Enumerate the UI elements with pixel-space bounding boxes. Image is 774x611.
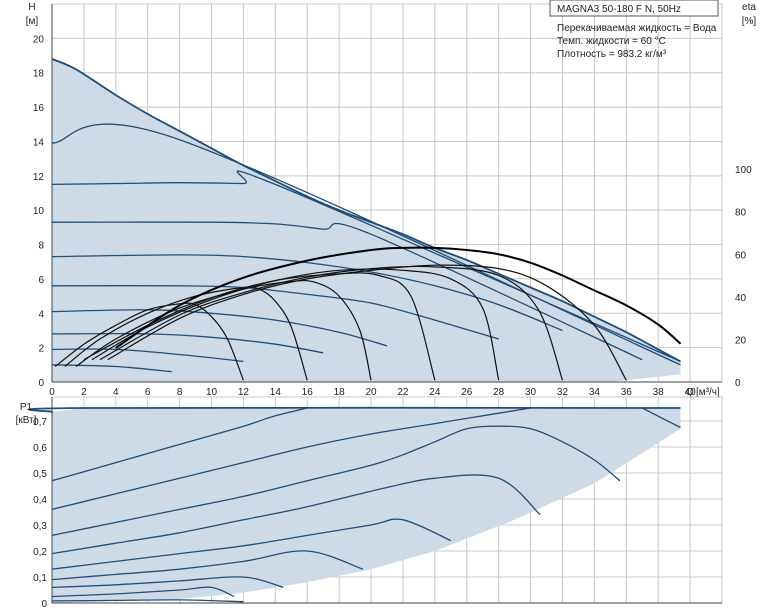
head-curve [51, 221, 643, 361]
x-tick-label: 6 [145, 387, 151, 398]
power-curve [51, 599, 244, 603]
x-tick-label: 28 [493, 387, 505, 398]
head-y-tick-label: 6 [38, 275, 44, 286]
efficiency-curve [115, 246, 682, 349]
power-y-tick-label: 0,7 [33, 417, 47, 428]
power-y-tick-label: 0,6 [33, 443, 47, 454]
eta-tick-label: 80 [735, 208, 747, 219]
flow-axis-label: Q [686, 387, 694, 398]
power-envelope-fill [52, 408, 681, 603]
max-head-curve [51, 58, 681, 363]
x-tick-label: 24 [429, 387, 441, 398]
head-curve [51, 123, 681, 366]
head-curve [51, 309, 388, 347]
power-envelope [52, 408, 681, 603]
head-y-tick-label: 20 [33, 34, 45, 45]
x-tick-label: 40 [685, 387, 697, 398]
power-y-tick-label: 0,3 [33, 521, 47, 532]
x-tick-label: 20 [365, 387, 377, 398]
head-curves [51, 123, 681, 373]
head-envelope [51, 58, 681, 382]
info-density: Плотность = 983.2 кг/м³ [557, 49, 667, 60]
head-y-tick-label: 10 [33, 206, 45, 217]
head-y-tick-label: 14 [33, 137, 45, 148]
flow-axis-unit: [м³/ч] [696, 387, 720, 398]
q-tick-labels: 0 2 4 6 8 10 12 14 16 18 20 22 24 26 28 30 32 34 36 38 40 [49, 387, 696, 398]
chart-title: MAGNA3 50-180 F N, 50Hz [557, 4, 681, 15]
x-tick-label: 34 [589, 387, 601, 398]
x-tick-label: 36 [621, 387, 633, 398]
head-y-tick-label: 0 [38, 378, 44, 389]
x-tick-label: 2 [81, 387, 87, 398]
power-y-tick-label: 0 [41, 599, 47, 610]
head-y-tick-label: 8 [38, 241, 44, 252]
x-tick-label: 30 [525, 387, 537, 398]
eta-axis-unit: [%] [742, 16, 757, 27]
eta-tick-label: 0 [735, 378, 741, 389]
eta-tick-label: 100 [735, 165, 752, 176]
head-y-tick-label: 4 [38, 309, 44, 320]
x-tick-label: 4 [113, 387, 119, 398]
power-curve [51, 550, 364, 581]
x-tick-label: 14 [270, 387, 282, 398]
eta-tick-label: 20 [735, 335, 747, 346]
head-y-tick-label: 12 [33, 172, 45, 183]
x-tick-label: 10 [206, 387, 218, 398]
power-curve [641, 407, 681, 429]
system-curve [99, 265, 564, 381]
system-curve [54, 302, 244, 381]
head-axis-label: H [28, 2, 35, 13]
power-y-tick-label: 0,5 [33, 469, 47, 480]
eta-tick-labels: 0 20 40 60 80 100 [735, 165, 752, 389]
x-tick-label: 0 [49, 387, 55, 398]
x-tick-label: 8 [177, 387, 183, 398]
system-curve [91, 268, 500, 381]
head-y-tick-label: 16 [33, 103, 45, 114]
head-axis-unit: [м] [26, 16, 39, 27]
power-plot-area: 0 0,1 0,2 0,3 0,4 0,5 0,6 0,7 P1 [кВт] [16, 396, 723, 610]
power-curves [28, 406, 681, 603]
x-tick-label: 22 [397, 387, 409, 398]
head-curve [51, 348, 244, 363]
x-tick-label: 16 [302, 387, 314, 398]
power-axis-unit: [кВт] [16, 415, 37, 426]
x-tick-label: 32 [557, 387, 569, 398]
info-temperature: Темп. жидкости = 60 °C [557, 36, 666, 47]
power-curve [51, 586, 235, 598]
head-y-tick-labels: 0 2 4 6 8 10 12 14 16 18 20 [33, 34, 45, 389]
eta-tick-label: 40 [735, 293, 747, 304]
system-curve [107, 264, 627, 381]
x-tick-label: 18 [334, 387, 346, 398]
power-y-tick-labels: 0 0,1 0,2 0,3 0,4 0,5 0,6 0,7 [33, 417, 47, 610]
head-y-tick-label: 2 [38, 344, 44, 355]
power-curve [51, 576, 284, 589]
head-curve [51, 254, 563, 332]
info-fluid: Перекачиваемая жидкость = Вода [557, 23, 717, 34]
x-tick-label: 26 [461, 387, 473, 398]
head-y-tick-label: 18 [33, 69, 45, 80]
power-curve [51, 474, 541, 555]
title-box [549, 0, 719, 17]
x-tick-label: 12 [238, 387, 250, 398]
power-curve [51, 425, 621, 537]
power-curve [51, 407, 531, 511]
power-curve [51, 407, 308, 482]
power-axis-label: P1 [20, 402, 33, 413]
power-curve [51, 518, 452, 570]
eta-axis-label: eta [742, 2, 756, 13]
power-y-tick-label: 0,4 [33, 495, 47, 506]
eta-tick-label: 60 [735, 250, 747, 261]
x-tick-label: 38 [653, 387, 665, 398]
efficiency-line [115, 246, 682, 349]
head-curve [51, 170, 681, 362]
power-y-tick-label: 0,2 [33, 547, 47, 558]
power-curve [28, 406, 681, 413]
head-curve [51, 285, 499, 340]
power-y-tick-label: 0,1 [33, 573, 47, 584]
